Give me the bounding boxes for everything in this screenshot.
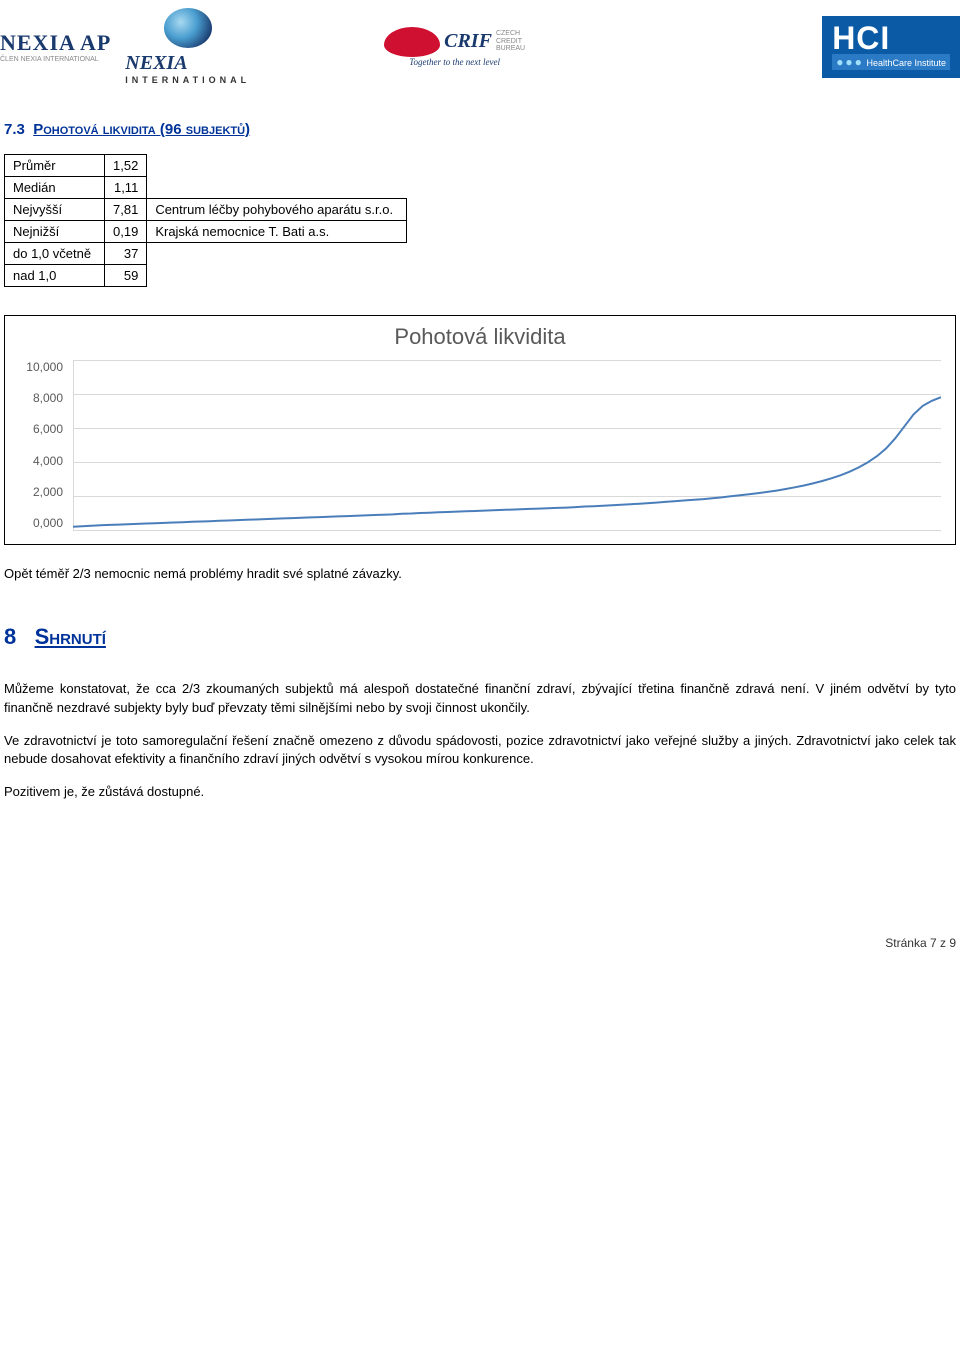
table-row: do 1,0 včetně37	[5, 243, 407, 265]
table-row: Nejvyšší7,81Centrum léčby pohybového apa…	[5, 199, 407, 221]
table-row: nad 1,059	[5, 265, 407, 287]
gridline	[73, 530, 941, 531]
table-row: Nejnižší0,19Krajská nemocnice T. Bati a.…	[5, 221, 407, 243]
chart-plot	[73, 360, 941, 530]
y-tick-label: 0,000	[19, 516, 63, 530]
summary-paragraph: Můžeme konstatovat, že cca 2/3 zkoumanýc…	[4, 680, 956, 718]
hci-dots-icon: ●●●	[836, 55, 864, 69]
section-7-3-number: 7.3	[4, 121, 25, 138]
summary-paragraph: Ve zdravotnictví je toto samoregulační ř…	[4, 732, 956, 770]
chart-area: 10,000 8,000 6,000 4,000 2,000 0,000	[19, 360, 941, 530]
chart-y-labels: 10,000 8,000 6,000 4,000 2,000 0,000	[19, 360, 69, 530]
logo-nexia-ap: NEXIA AP ČLEN NEXIA INTERNATIONAL	[0, 30, 111, 63]
section-8-title: 8 Shrnutí	[4, 624, 956, 650]
logo-hci-text: HCI	[832, 22, 890, 54]
chart-box: Pohotová likvidita 10,000 8,000 6,000 4,000…	[4, 315, 956, 545]
chart-title: Pohotová likvidita	[19, 324, 941, 350]
y-tick-label: 4,000	[19, 454, 63, 468]
section-7-3-title: 7.3 Pohotová likvidita (96 subjektů)	[4, 121, 956, 138]
stat-label: Nejvyšší	[5, 199, 105, 221]
logo-crif-name: CRIF	[444, 30, 492, 53]
stat-label: do 1,0 včetně	[5, 243, 105, 265]
logo-crif-tag: Together to the next level	[409, 57, 500, 67]
page-footer: Stránka 7 z 9	[0, 816, 960, 960]
chart-line	[73, 360, 941, 530]
stat-value: 59	[105, 265, 147, 287]
stat-value: 1,52	[105, 155, 147, 177]
y-tick-label: 10,000	[19, 360, 63, 374]
section-8-text: Shrnutí	[35, 624, 106, 649]
table-row: Průměr1,52	[5, 155, 407, 177]
y-tick-label: 6,000	[19, 422, 63, 436]
section-8-number: 8	[4, 624, 16, 649]
stat-desc: Centrum léčby pohybového aparátu s.r.o.	[147, 199, 407, 221]
stat-label: Medián	[5, 177, 105, 199]
section-7-3-text: Pohotová likvidita (96 subjektů)	[33, 121, 250, 138]
chart-note: Opět téměř 2/3 nemocnic nemá problémy hr…	[4, 565, 956, 584]
stat-desc: Krajská nemocnice T. Bati a.s.	[147, 221, 407, 243]
logo-hci-sub: ●●● HealthCare Institute	[832, 54, 950, 70]
crif-side2: CREDIT	[496, 38, 525, 46]
crif-swoop-icon	[384, 27, 440, 57]
page-content: 7.3 Pohotová likvidita (96 subjektů) Prů…	[0, 97, 960, 802]
stat-desc	[147, 155, 407, 177]
stats-table: Průměr1,52Medián1,11Nejvyšší7,81Centrum …	[4, 154, 407, 287]
stat-value: 37	[105, 243, 147, 265]
y-tick-label: 8,000	[19, 391, 63, 405]
crif-side3: BUREAU	[496, 45, 525, 53]
stat-label: Průměr	[5, 155, 105, 177]
summary-block: Můžeme konstatovat, že cca 2/3 zkoumanýc…	[4, 680, 956, 802]
crif-side1: CZECH	[496, 30, 525, 38]
stat-value: 1,11	[105, 177, 147, 199]
y-tick-label: 2,000	[19, 485, 63, 499]
table-row: Medián1,11	[5, 177, 407, 199]
logo-nexia-intl-text: NEXIA	[125, 52, 250, 75]
header-logos: NEXIA AP ČLEN NEXIA INTERNATIONAL NEXIA …	[0, 0, 960, 97]
stat-label: nad 1,0	[5, 265, 105, 287]
logo-nexia-ap-text: NEXIA AP	[0, 30, 111, 56]
logo-crif-side: CZECH CREDIT BUREAU	[496, 30, 525, 53]
globe-icon	[164, 8, 212, 48]
logo-hci-subtext: HealthCare Institute	[866, 58, 946, 68]
stat-value: 0,19	[105, 221, 147, 243]
stat-label: Nejnižší	[5, 221, 105, 243]
summary-paragraph: Pozitivem je, že zůstává dostupné.	[4, 783, 956, 802]
logo-nexia-ap-sub: ČLEN NEXIA INTERNATIONAL	[0, 56, 99, 63]
logo-nexia-intl-sub: INTERNATIONAL	[125, 75, 250, 85]
stat-desc	[147, 177, 407, 199]
page-number: Stránka 7 z 9	[885, 936, 956, 950]
logo-hci: HCI ●●● HealthCare Institute	[822, 16, 960, 78]
logo-nexia-intl: NEXIA INTERNATIONAL	[125, 8, 250, 85]
stat-value: 7,81	[105, 199, 147, 221]
logo-crif: CRIF CZECH CREDIT BUREAU Together to the…	[384, 27, 525, 67]
